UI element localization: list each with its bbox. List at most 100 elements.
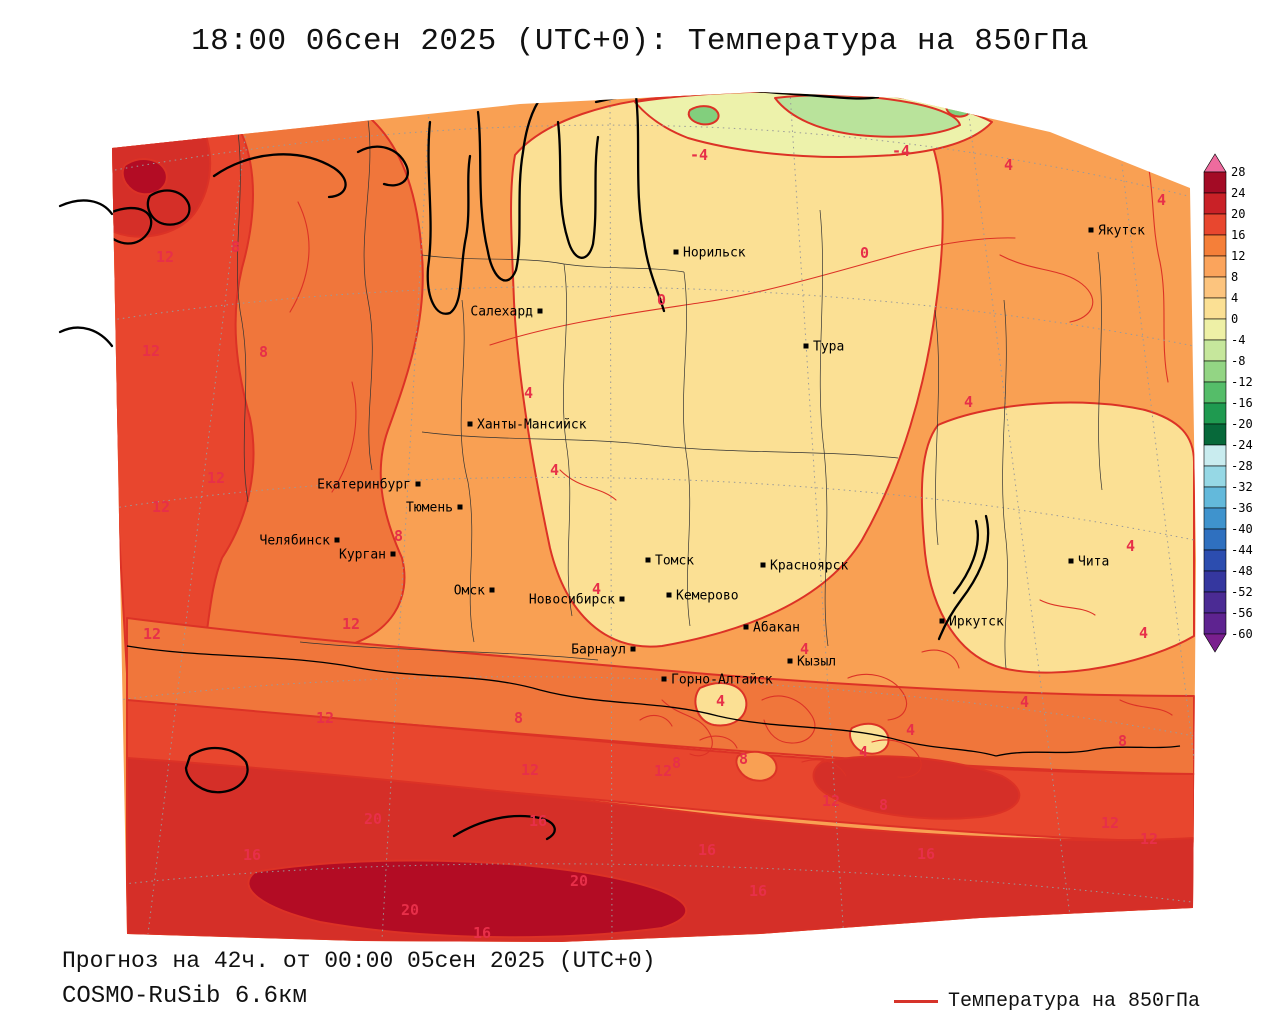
city-dot bbox=[457, 504, 463, 510]
city-label: Чита bbox=[1078, 555, 1109, 570]
city-label: Красноярск bbox=[770, 559, 848, 574]
contour-label: 4 bbox=[800, 640, 809, 658]
contour-label: 4 bbox=[716, 692, 725, 710]
contour-label: 4 bbox=[592, 580, 601, 598]
contour-label: 12 bbox=[1140, 830, 1158, 848]
lake-baikal bbox=[937, 514, 990, 641]
city-label: Норильск bbox=[683, 246, 746, 261]
contour-label: 4 bbox=[1020, 693, 1029, 711]
colorbar-cell bbox=[1203, 171, 1227, 194]
contour-label: 12 bbox=[156, 248, 174, 266]
contour-label: 8 bbox=[672, 754, 681, 772]
contour-label: 16 bbox=[529, 812, 547, 830]
colorbar-tick-label: -4 bbox=[1231, 333, 1245, 347]
colorbar-tick-label: 20 bbox=[1231, 207, 1245, 221]
city-dot bbox=[803, 343, 809, 349]
city-dot bbox=[1068, 558, 1074, 564]
colorbar-tick-label: -8 bbox=[1231, 354, 1245, 368]
city-label: Курган bbox=[339, 548, 386, 563]
contour-label: 8 bbox=[1118, 732, 1127, 750]
contour-label: 8 bbox=[514, 709, 523, 727]
coastline-outside bbox=[58, 199, 114, 348]
contour-label: 8 bbox=[394, 527, 403, 545]
colorbar-cell bbox=[1203, 297, 1227, 320]
isotherm-contours bbox=[289, 141, 1173, 778]
contour-label: 4 bbox=[964, 393, 973, 411]
band-m12-m8-spot bbox=[945, 100, 972, 118]
legend-label: Температура на 850гПа bbox=[947, 990, 1200, 1013]
colorbar-cell bbox=[1203, 612, 1227, 635]
colorbar-tick-label: -24 bbox=[1231, 438, 1253, 452]
band-16-20-sayan bbox=[812, 755, 1021, 820]
colorbar-tick-label: -20 bbox=[1231, 417, 1253, 431]
colorbar-cell bbox=[1203, 255, 1227, 278]
colorbar-tick-label: -12 bbox=[1231, 375, 1253, 389]
city-dot bbox=[645, 557, 651, 563]
city-dot bbox=[787, 658, 793, 664]
contour-label: 12 bbox=[1101, 814, 1119, 832]
colorbar-cell bbox=[1203, 591, 1227, 614]
colorbar-tick-label: 4 bbox=[1231, 291, 1238, 305]
contour-label: 16 bbox=[473, 924, 491, 942]
colorbar-cell bbox=[1203, 570, 1227, 593]
page-title: 18:00 06сен 2025 (UTC+0): Температура на… bbox=[191, 24, 1089, 59]
contour-label: 12 bbox=[822, 792, 840, 810]
colorbar-cell bbox=[1203, 507, 1227, 530]
admin-boundaries bbox=[126, 119, 1181, 757]
contour-label: 12 bbox=[143, 625, 161, 643]
colorbar-cell bbox=[1203, 423, 1227, 446]
city-dot bbox=[619, 596, 625, 602]
colorbar-tick-label: -56 bbox=[1231, 606, 1253, 620]
colorbar-tick-label: 24 bbox=[1231, 186, 1245, 200]
city-label: Томск bbox=[655, 554, 694, 569]
model-domain bbox=[112, 92, 1196, 942]
colorbar-tick-label: -44 bbox=[1231, 543, 1253, 557]
colorbar-cell bbox=[1203, 318, 1227, 341]
colorbar-cell bbox=[1203, 549, 1227, 572]
city-dot bbox=[415, 481, 421, 487]
city-dot bbox=[760, 562, 766, 568]
colorbar-down-arrow bbox=[1203, 633, 1227, 653]
contour-label: 8 bbox=[879, 796, 888, 814]
colorbar-cell bbox=[1203, 234, 1227, 257]
city-label: Тюмень bbox=[406, 501, 453, 516]
city-label: Тура bbox=[813, 340, 844, 355]
contour-label: 12 bbox=[342, 615, 360, 633]
colorbar-cell bbox=[1203, 192, 1227, 215]
colorbar-cell bbox=[1203, 276, 1227, 299]
band-0-4-altai-pocket bbox=[848, 722, 890, 755]
map-legend: Температура на 850гПа bbox=[893, 990, 1200, 1013]
city-dot bbox=[334, 537, 340, 543]
city-label: Кемерово bbox=[676, 589, 739, 604]
contour-label: 8 bbox=[259, 343, 268, 361]
contour-label: 4 bbox=[859, 743, 868, 761]
colorbar-cell bbox=[1203, 486, 1227, 509]
colorbar-cell bbox=[1203, 360, 1227, 383]
contour-label: 16 bbox=[917, 845, 935, 863]
city-dot bbox=[390, 551, 396, 557]
city-dot bbox=[467, 421, 473, 427]
city-dot bbox=[673, 249, 679, 255]
cities-layer: Норильск Якутск Салехард Тура Ханты-Мансийск… bbox=[260, 224, 1146, 688]
contour-label: 0 bbox=[860, 244, 869, 262]
city-label: Иркутск bbox=[949, 615, 1004, 630]
colorbar-tick-label: -32 bbox=[1231, 480, 1253, 494]
contour-label: 4 bbox=[1004, 156, 1013, 174]
city-dot bbox=[661, 676, 667, 682]
temperature-line-icon bbox=[893, 1000, 938, 1003]
band-4-8-altai-pocket bbox=[735, 750, 778, 782]
contour-label: 8 bbox=[231, 238, 240, 256]
band-0-4-east bbox=[920, 401, 1195, 674]
colorbar-tick-label: -16 bbox=[1231, 396, 1253, 410]
band-20-24-nw-spot bbox=[121, 158, 168, 196]
colorbar-tick-label: -28 bbox=[1231, 459, 1253, 473]
colorbar: 28 24 20 16 12 8 4 0 -4 -8 -12 -16 -20 -24 -28 -32 -36 -4… bbox=[1203, 153, 1253, 653]
contour-label: -4 bbox=[892, 142, 910, 160]
contour-label: 12 bbox=[152, 498, 170, 516]
forecast-info: Прогноз на 42ч. от 00:00 05сен 2025 (UTC… bbox=[62, 948, 656, 974]
colorbar-cell bbox=[1203, 444, 1227, 467]
colorbar-cells bbox=[1203, 171, 1227, 635]
colorbar-cell bbox=[1203, 465, 1227, 488]
city-label: Салехард bbox=[470, 305, 533, 320]
